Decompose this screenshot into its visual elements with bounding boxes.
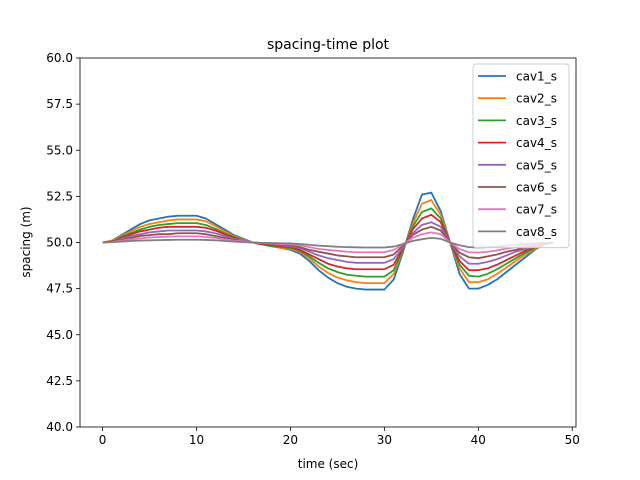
series-line-cav5_s (102, 221, 554, 265)
series-line-cav3_s (102, 207, 554, 278)
legend-label-cav6_s: cav6_s (516, 181, 557, 195)
x-tick-label: 20 (283, 433, 298, 447)
y-tick-label: 45.0 (46, 328, 73, 342)
legend-label-cav4_s: cav4_s (516, 136, 557, 150)
y-axis-ticks: 40.0 42.5 45.0 47.5 50.0 52.5 55.0 57.5 60.0 (46, 51, 80, 434)
y-tick-label: 47.5 (46, 282, 73, 296)
y-tick-label: 42.5 (46, 374, 73, 388)
legend-label-cav5_s: cav5_s (516, 158, 557, 172)
series-line-cav1_s (102, 191, 554, 291)
series-line-cav7_s (102, 231, 554, 254)
x-tick-label: 50 (565, 433, 580, 447)
y-axis-label: spacing (m) (19, 206, 33, 277)
x-tick-label: 10 (189, 433, 204, 447)
legend-label-cav8_s: cav8_s (516, 225, 557, 239)
x-axis-label: time (sec) (298, 457, 359, 471)
legend: cav1_s cav2_s cav3_s cav4_s cav5_s cav6_s cav7… (472, 63, 570, 249)
legend-label-cav2_s: cav2_s (516, 92, 557, 106)
x-tick-label: 40 (471, 433, 486, 447)
y-tick-label: 52.5 (46, 189, 73, 203)
y-tick-label: 60.0 (46, 51, 73, 65)
legend-box (472, 63, 570, 249)
legend-label-cav7_s: cav7_s (516, 203, 557, 217)
y-tick-label: 55.0 (46, 143, 73, 157)
x-tick-label: 0 (99, 433, 107, 447)
series-line-cav4_s (102, 213, 554, 272)
chart-title: spacing-time plot (267, 37, 390, 53)
series-line-cav2_s (102, 199, 554, 284)
y-tick-label: 50.0 (46, 236, 73, 250)
x-tick-label: 30 (377, 433, 392, 447)
legend-label-cav1_s: cav1_s (516, 70, 557, 84)
series-line-cav6_s (102, 225, 554, 260)
y-tick-label: 40.0 (46, 420, 73, 434)
legend-label-cav3_s: cav3_s (516, 114, 557, 128)
series-layer (102, 191, 554, 291)
y-tick-label: 57.5 (46, 97, 73, 111)
x-axis-ticks: 0 10 20 30 40 50 (99, 427, 580, 447)
